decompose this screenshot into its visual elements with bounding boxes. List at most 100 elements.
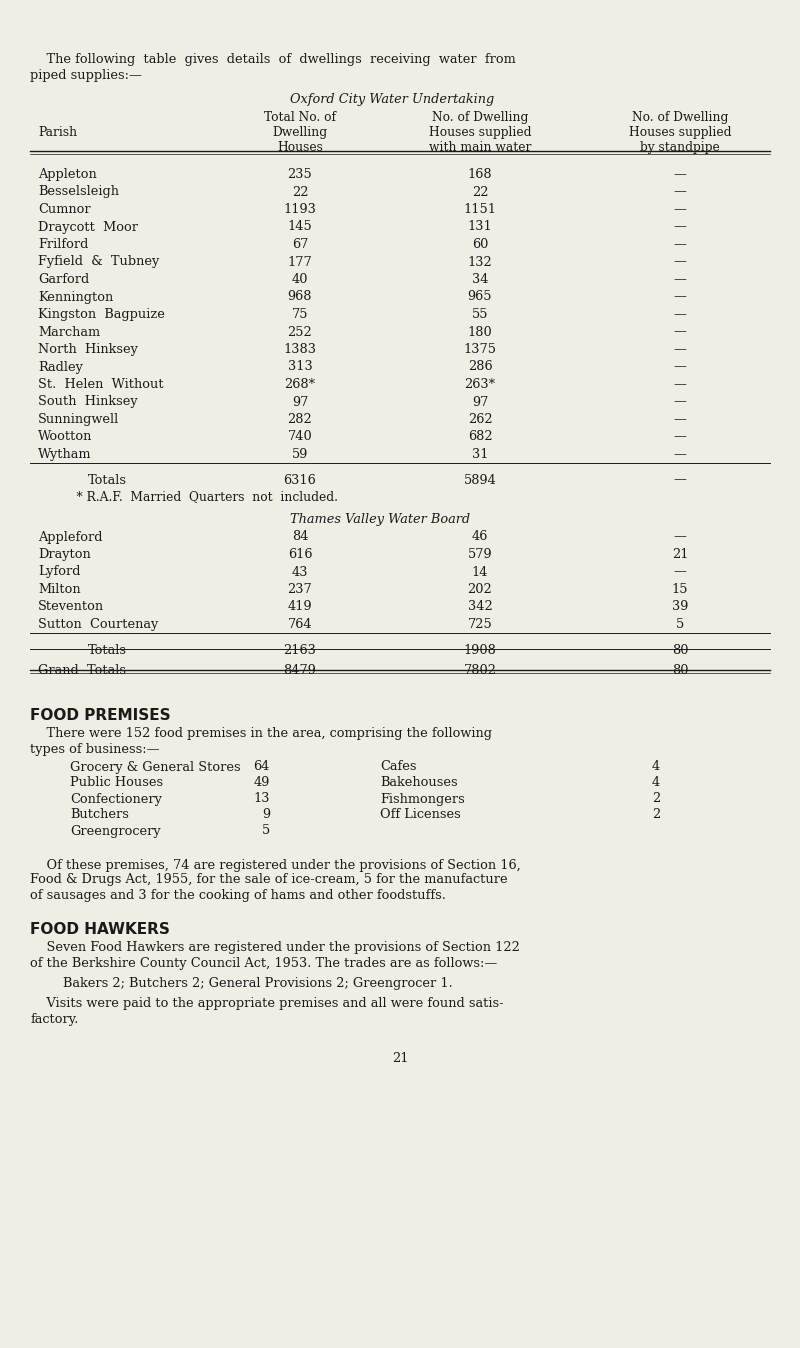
Text: 55: 55: [472, 307, 488, 321]
Text: North  Hinksey: North Hinksey: [38, 342, 138, 356]
Text: 22: 22: [472, 186, 488, 198]
Text: South  Hinksey: South Hinksey: [38, 395, 138, 408]
Text: Dwelling: Dwelling: [273, 125, 327, 139]
Text: Steventon: Steventon: [38, 600, 104, 613]
Text: 1151: 1151: [463, 204, 497, 216]
Text: Parish: Parish: [38, 125, 77, 139]
Text: Drayton: Drayton: [38, 549, 90, 561]
Text: Grand  Totals: Grand Totals: [38, 665, 126, 678]
Text: —: —: [674, 291, 686, 303]
Text: Bakehouses: Bakehouses: [380, 776, 458, 790]
Text: 97: 97: [472, 395, 488, 408]
Text: Draycott  Moor: Draycott Moor: [38, 221, 138, 233]
Text: Lyford: Lyford: [38, 566, 81, 578]
Text: —: —: [674, 256, 686, 268]
Text: 75: 75: [292, 307, 308, 321]
Text: 97: 97: [292, 395, 308, 408]
Text: —: —: [674, 395, 686, 408]
Text: 2: 2: [652, 809, 660, 821]
Text: 725: 725: [468, 617, 492, 631]
Text: —: —: [674, 342, 686, 356]
Text: 168: 168: [468, 168, 492, 181]
Text: —: —: [674, 186, 686, 198]
Text: 263*: 263*: [465, 377, 495, 391]
Text: Grocery & General Stores: Grocery & General Stores: [70, 760, 241, 774]
Text: 5: 5: [262, 825, 270, 837]
Text: 15: 15: [672, 582, 688, 596]
Text: 60: 60: [472, 239, 488, 251]
Text: * R.A.F.  Married  Quarters  not  included.: * R.A.F. Married Quarters not included.: [30, 491, 338, 504]
Text: 40: 40: [292, 274, 308, 286]
Text: 5: 5: [676, 617, 684, 631]
Text: —: —: [674, 566, 686, 578]
Text: 43: 43: [292, 566, 308, 578]
Text: Wootton: Wootton: [38, 430, 92, 443]
Text: Houses supplied: Houses supplied: [429, 125, 531, 139]
Text: 2163: 2163: [283, 643, 317, 656]
Text: Off Licenses: Off Licenses: [380, 809, 461, 821]
Text: Seven Food Hawkers are registered under the provisions of Section 122: Seven Food Hawkers are registered under …: [30, 941, 520, 954]
Text: —: —: [674, 430, 686, 443]
Text: —: —: [674, 221, 686, 233]
Text: of the Berkshire County Council Act, 1953. The trades are as follows:—: of the Berkshire County Council Act, 195…: [30, 957, 498, 969]
Text: Confectionery: Confectionery: [70, 793, 162, 806]
Text: Frilford: Frilford: [38, 239, 88, 251]
Text: 286: 286: [468, 360, 492, 373]
Text: 80: 80: [672, 643, 688, 656]
Text: 616: 616: [288, 549, 312, 561]
Text: —: —: [674, 360, 686, 373]
Text: factory.: factory.: [30, 1012, 78, 1026]
Text: Public Houses: Public Houses: [70, 776, 163, 790]
Text: Bakers 2; Butchers 2; General Provisions 2; Greengrocer 1.: Bakers 2; Butchers 2; General Provisions…: [30, 977, 453, 991]
Text: Garford: Garford: [38, 274, 90, 286]
Text: of sausages and 3 for the cooking of hams and other foodstuffs.: of sausages and 3 for the cooking of ham…: [30, 888, 446, 902]
Text: Sunningwell: Sunningwell: [38, 412, 119, 426]
Text: 5894: 5894: [463, 473, 497, 487]
Text: The following  table  gives  details  of  dwellings  receiving  water  from: The following table gives details of dwe…: [30, 53, 516, 66]
Text: 84: 84: [292, 531, 308, 543]
Text: 22: 22: [292, 186, 308, 198]
Text: —: —: [674, 307, 686, 321]
Text: 1193: 1193: [283, 204, 317, 216]
Text: 342: 342: [468, 600, 492, 613]
Text: 31: 31: [472, 448, 488, 461]
Text: 6316: 6316: [284, 473, 316, 487]
Text: —: —: [674, 412, 686, 426]
Text: by standpipe: by standpipe: [640, 142, 720, 154]
Text: 202: 202: [468, 582, 492, 596]
Text: 764: 764: [288, 617, 312, 631]
Text: Wytham: Wytham: [38, 448, 91, 461]
Text: 1375: 1375: [463, 342, 497, 356]
Text: Houses: Houses: [277, 142, 323, 154]
Text: 2: 2: [652, 793, 660, 806]
Text: St.  Helen  Without: St. Helen Without: [38, 377, 164, 391]
Text: Fyfield  &  Tubney: Fyfield & Tubney: [38, 256, 159, 268]
Text: 237: 237: [288, 582, 312, 596]
Text: —: —: [674, 325, 686, 338]
Text: 80: 80: [672, 665, 688, 678]
Text: 132: 132: [468, 256, 492, 268]
Text: No. of Dwelling: No. of Dwelling: [432, 111, 528, 124]
Text: Cumnor: Cumnor: [38, 204, 90, 216]
Text: —: —: [674, 239, 686, 251]
Text: Butchers: Butchers: [70, 809, 129, 821]
Text: 968: 968: [288, 291, 312, 303]
Text: Total No. of: Total No. of: [264, 111, 336, 124]
Text: Cafes: Cafes: [380, 760, 417, 774]
Text: There were 152 food premises in the area, comprising the following: There were 152 food premises in the area…: [30, 728, 492, 740]
Text: 282: 282: [288, 412, 312, 426]
Text: 13: 13: [254, 793, 270, 806]
Text: 46: 46: [472, 531, 488, 543]
Text: Besselsleigh: Besselsleigh: [38, 186, 119, 198]
Text: Radley: Radley: [38, 360, 83, 373]
Text: 64: 64: [254, 760, 270, 774]
Text: 8479: 8479: [283, 665, 317, 678]
Text: —: —: [674, 377, 686, 391]
Text: 740: 740: [288, 430, 312, 443]
Text: 682: 682: [468, 430, 492, 443]
Text: 21: 21: [392, 1053, 408, 1065]
Text: 39: 39: [672, 600, 688, 613]
Text: 9: 9: [262, 809, 270, 821]
Text: Oxford City Water Undertaking: Oxford City Water Undertaking: [290, 93, 494, 106]
Text: —: —: [674, 531, 686, 543]
